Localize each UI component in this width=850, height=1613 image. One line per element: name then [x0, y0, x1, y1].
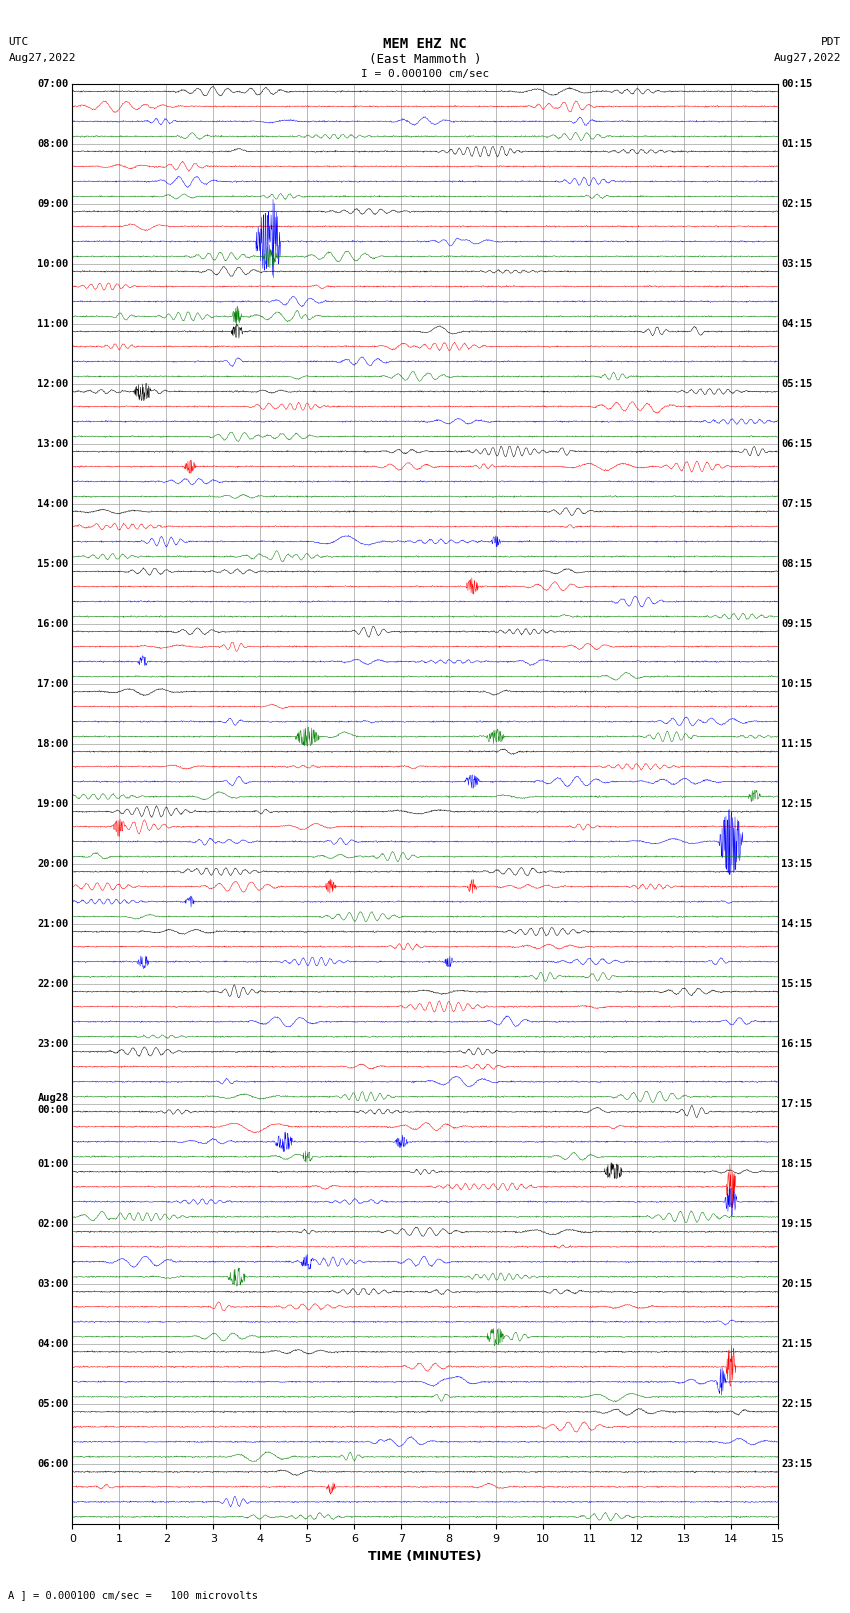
- Text: 08:15: 08:15: [781, 560, 813, 569]
- Text: 11:15: 11:15: [781, 739, 813, 748]
- Text: 22:15: 22:15: [781, 1398, 813, 1410]
- Text: 01:00: 01:00: [37, 1160, 69, 1169]
- Text: I = 0.000100 cm/sec: I = 0.000100 cm/sec: [361, 69, 489, 79]
- X-axis label: TIME (MINUTES): TIME (MINUTES): [368, 1550, 482, 1563]
- Text: (East Mammoth ): (East Mammoth ): [369, 53, 481, 66]
- Text: 08:00: 08:00: [37, 139, 69, 148]
- Text: 05:15: 05:15: [781, 379, 813, 389]
- Text: A ] = 0.000100 cm/sec =   100 microvolts: A ] = 0.000100 cm/sec = 100 microvolts: [8, 1590, 258, 1600]
- Text: 22:00: 22:00: [37, 979, 69, 989]
- Text: 17:15: 17:15: [781, 1098, 813, 1110]
- Text: 12:00: 12:00: [37, 379, 69, 389]
- Text: 04:00: 04:00: [37, 1339, 69, 1348]
- Text: 18:15: 18:15: [781, 1160, 813, 1169]
- Text: 00:15: 00:15: [781, 79, 813, 89]
- Text: PDT: PDT: [821, 37, 842, 47]
- Text: 13:15: 13:15: [781, 860, 813, 869]
- Text: MEM EHZ NC: MEM EHZ NC: [383, 37, 467, 52]
- Text: 16:00: 16:00: [37, 619, 69, 629]
- Text: 12:15: 12:15: [781, 798, 813, 810]
- Text: 23:00: 23:00: [37, 1039, 69, 1048]
- Text: UTC: UTC: [8, 37, 29, 47]
- Text: 01:15: 01:15: [781, 139, 813, 148]
- Text: Aug27,2022: Aug27,2022: [8, 53, 76, 63]
- Text: 21:15: 21:15: [781, 1339, 813, 1348]
- Text: 21:00: 21:00: [37, 919, 69, 929]
- Text: 20:15: 20:15: [781, 1279, 813, 1289]
- Text: 10:15: 10:15: [781, 679, 813, 689]
- Text: 14:00: 14:00: [37, 498, 69, 510]
- Text: 16:15: 16:15: [781, 1039, 813, 1048]
- Text: 06:00: 06:00: [37, 1460, 69, 1469]
- Text: 20:00: 20:00: [37, 860, 69, 869]
- Text: 19:15: 19:15: [781, 1219, 813, 1229]
- Text: 19:00: 19:00: [37, 798, 69, 810]
- Text: 11:00: 11:00: [37, 319, 69, 329]
- Text: Aug28
00:00: Aug28 00:00: [37, 1094, 69, 1115]
- Text: 03:00: 03:00: [37, 1279, 69, 1289]
- Text: 10:00: 10:00: [37, 260, 69, 269]
- Text: 09:15: 09:15: [781, 619, 813, 629]
- Text: 09:00: 09:00: [37, 198, 69, 210]
- Text: 04:15: 04:15: [781, 319, 813, 329]
- Text: 18:00: 18:00: [37, 739, 69, 748]
- Text: 06:15: 06:15: [781, 439, 813, 448]
- Text: 14:15: 14:15: [781, 919, 813, 929]
- Text: 07:00: 07:00: [37, 79, 69, 89]
- Text: Aug27,2022: Aug27,2022: [774, 53, 842, 63]
- Text: 02:00: 02:00: [37, 1219, 69, 1229]
- Text: 03:15: 03:15: [781, 260, 813, 269]
- Text: 02:15: 02:15: [781, 198, 813, 210]
- Text: 07:15: 07:15: [781, 498, 813, 510]
- Text: 23:15: 23:15: [781, 1460, 813, 1469]
- Text: 15:00: 15:00: [37, 560, 69, 569]
- Text: 17:00: 17:00: [37, 679, 69, 689]
- Text: 05:00: 05:00: [37, 1398, 69, 1410]
- Text: 15:15: 15:15: [781, 979, 813, 989]
- Text: 13:00: 13:00: [37, 439, 69, 448]
